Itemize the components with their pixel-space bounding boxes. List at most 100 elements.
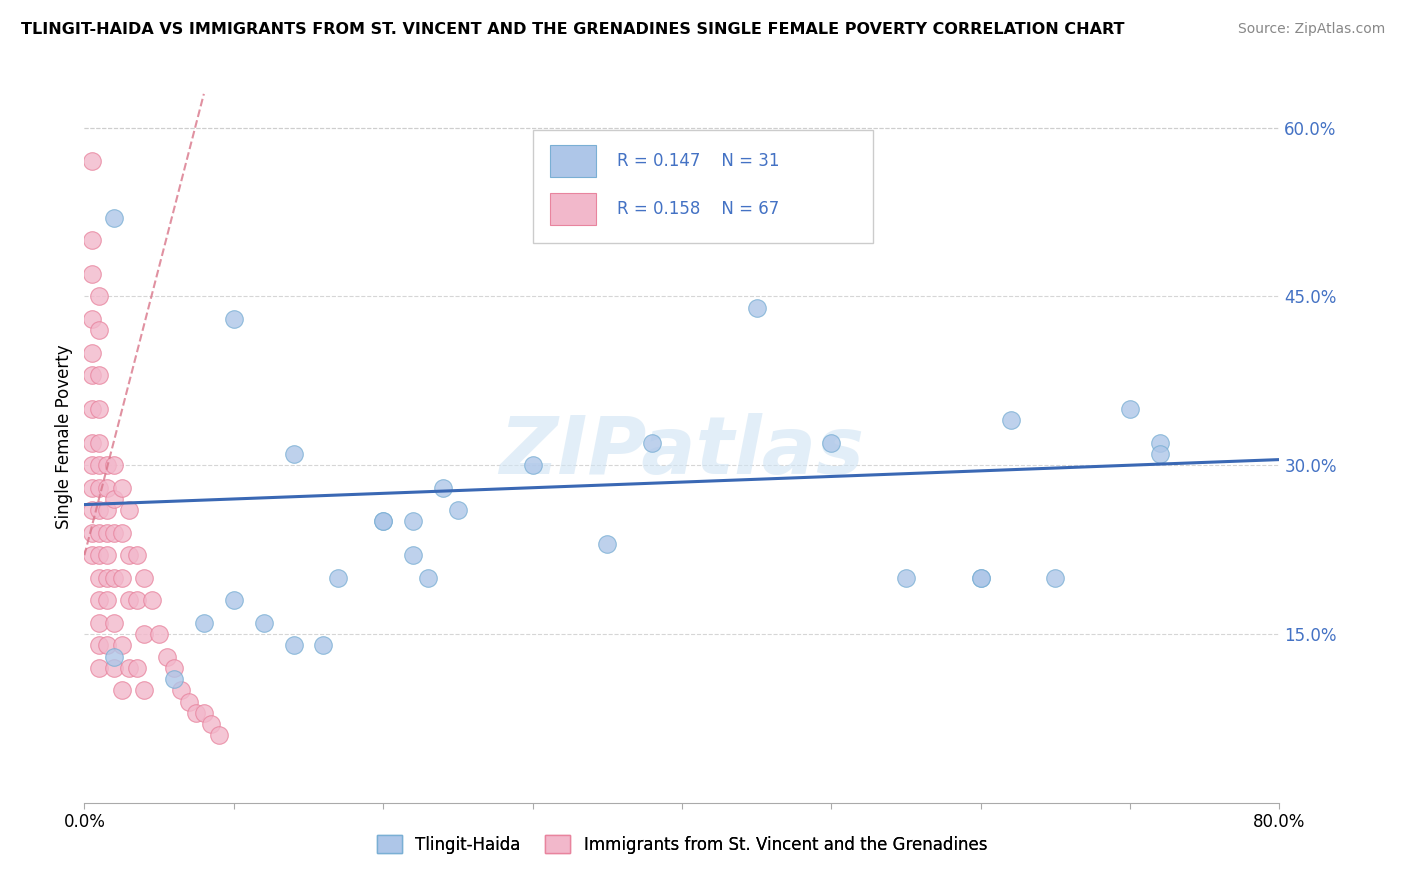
Point xyxy=(118,503,141,517)
Point xyxy=(132,571,156,585)
Point xyxy=(132,683,156,698)
Point xyxy=(193,706,215,720)
Point xyxy=(253,615,276,630)
Point xyxy=(1149,435,1171,450)
Point xyxy=(96,525,118,540)
Point xyxy=(80,233,103,247)
Point xyxy=(1000,413,1022,427)
Point xyxy=(111,481,134,495)
Point xyxy=(89,289,111,303)
Point xyxy=(596,537,619,551)
Point xyxy=(96,638,118,652)
Legend: Tlingit-Haida, Immigrants from St. Vincent and the Grenadines: Tlingit-Haida, Immigrants from St. Vince… xyxy=(370,829,994,860)
Point xyxy=(103,458,125,473)
Point xyxy=(118,661,141,675)
Point xyxy=(80,435,103,450)
Point xyxy=(200,717,222,731)
Point xyxy=(222,312,245,326)
Point xyxy=(80,345,103,359)
Point xyxy=(111,571,134,585)
Point xyxy=(163,672,186,686)
Point xyxy=(80,503,103,517)
Text: TLINGIT-HAIDA VS IMMIGRANTS FROM ST. VINCENT AND THE GRENADINES SINGLE FEMALE PO: TLINGIT-HAIDA VS IMMIGRANTS FROM ST. VIN… xyxy=(21,22,1125,37)
Point xyxy=(402,515,425,529)
Point xyxy=(1119,401,1142,416)
Point xyxy=(80,368,103,383)
Y-axis label: Single Female Poverty: Single Female Poverty xyxy=(55,345,73,529)
Point xyxy=(96,571,118,585)
Point xyxy=(155,649,177,664)
Point xyxy=(89,593,111,607)
Point xyxy=(80,154,103,169)
Text: ZIPatlas: ZIPatlas xyxy=(499,413,865,491)
Point xyxy=(373,515,395,529)
Point xyxy=(89,615,111,630)
Point xyxy=(148,627,170,641)
Text: R = 0.158    N = 67: R = 0.158 N = 67 xyxy=(617,200,779,218)
Point xyxy=(89,458,111,473)
Point xyxy=(447,503,470,517)
Point xyxy=(89,368,111,383)
Point xyxy=(125,593,148,607)
Point xyxy=(80,458,103,473)
Point xyxy=(222,593,245,607)
Point xyxy=(170,683,193,698)
Point xyxy=(103,661,125,675)
Point xyxy=(894,571,917,585)
Point xyxy=(432,481,454,495)
Point xyxy=(103,649,125,664)
Point xyxy=(820,435,842,450)
Point xyxy=(111,525,134,540)
Point xyxy=(96,503,118,517)
Point xyxy=(745,301,768,315)
Point xyxy=(373,515,395,529)
Point xyxy=(103,571,125,585)
Point xyxy=(103,211,125,225)
Point xyxy=(80,267,103,281)
Point xyxy=(208,728,231,742)
Point xyxy=(89,638,111,652)
Point xyxy=(141,593,163,607)
Point xyxy=(641,435,664,450)
Text: Source: ZipAtlas.com: Source: ZipAtlas.com xyxy=(1237,22,1385,37)
Point xyxy=(1045,571,1067,585)
Point xyxy=(186,706,208,720)
Point xyxy=(89,435,111,450)
Point xyxy=(89,571,111,585)
Point xyxy=(103,491,125,506)
Point xyxy=(89,401,111,416)
Point xyxy=(96,481,118,495)
Point xyxy=(193,615,215,630)
Point xyxy=(89,323,111,337)
Point xyxy=(522,458,544,473)
Point xyxy=(111,683,134,698)
Point xyxy=(96,593,118,607)
Point xyxy=(80,548,103,562)
Point xyxy=(103,615,125,630)
Point xyxy=(283,447,305,461)
Point xyxy=(416,571,439,585)
Point xyxy=(163,661,186,675)
Point xyxy=(89,548,111,562)
Point xyxy=(118,548,141,562)
Point xyxy=(111,638,134,652)
Point xyxy=(89,481,111,495)
Point xyxy=(132,627,156,641)
Point xyxy=(177,694,200,708)
Point xyxy=(89,503,111,517)
Point xyxy=(89,525,111,540)
Point xyxy=(80,401,103,416)
Point xyxy=(80,525,103,540)
Point xyxy=(1149,447,1171,461)
Point xyxy=(970,571,993,585)
Point xyxy=(118,593,141,607)
Point xyxy=(283,638,305,652)
Point xyxy=(80,481,103,495)
Point xyxy=(96,548,118,562)
FancyBboxPatch shape xyxy=(551,145,596,178)
Point xyxy=(80,312,103,326)
Point xyxy=(125,661,148,675)
FancyBboxPatch shape xyxy=(533,130,873,244)
FancyBboxPatch shape xyxy=(551,193,596,225)
Point xyxy=(103,525,125,540)
